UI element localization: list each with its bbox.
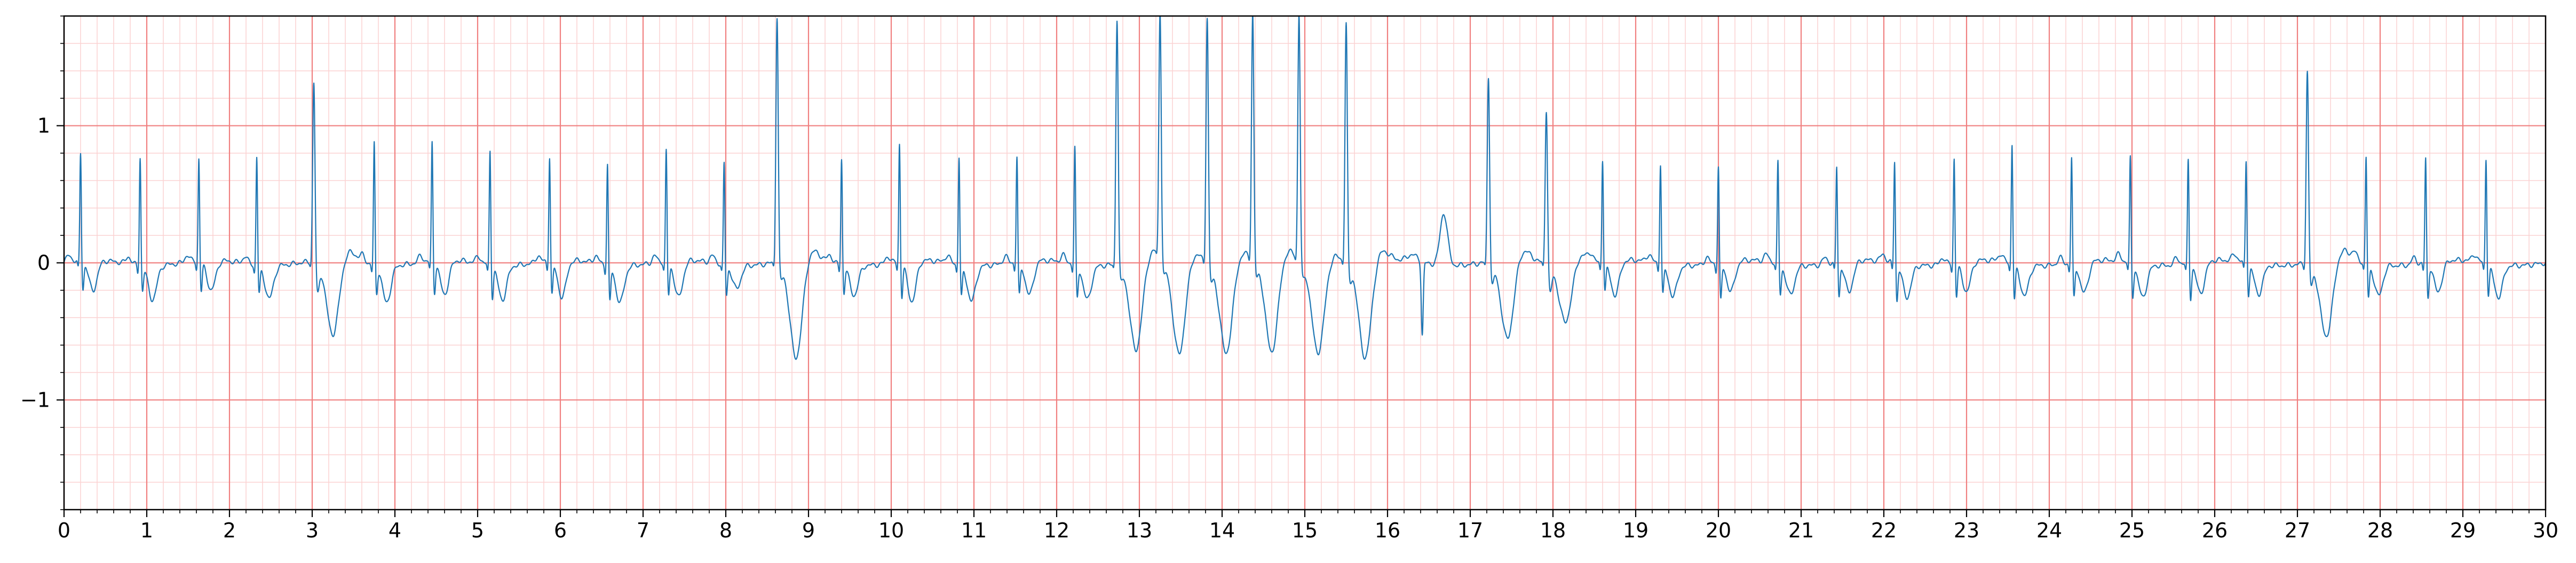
y-tick-label: −1 [20,388,50,411]
x-tick-label: 19 [1623,519,1648,542]
x-tick-label: 0 [58,519,70,542]
x-tick-label: 7 [637,519,649,542]
x-tick-label: 20 [1706,519,1731,542]
x-tick-label: 3 [306,519,319,542]
x-tick-label: 6 [554,519,567,542]
x-tick-label: 26 [2202,519,2228,542]
x-tick-label: 8 [719,519,732,542]
x-tick-label: 17 [1457,519,1483,542]
x-tick-label: 4 [389,519,401,542]
x-tick-label: 2 [223,519,236,542]
x-tick-label: 5 [471,519,484,542]
x-tick-label: 13 [1127,519,1152,542]
y-axis: −1 0 1 [20,15,64,510]
x-tick-label: 12 [1044,519,1069,542]
x-tick-label: 10 [878,519,904,542]
x-tick-label: 15 [1292,519,1318,542]
x-tick-label: 25 [2119,519,2145,542]
x-tick-label: 27 [2285,519,2310,542]
x-tick-label: 9 [802,519,815,542]
x-tick-label: 18 [1540,519,1566,542]
x-tick-label: 23 [1954,519,1979,542]
x-tick-label: 1 [140,519,153,542]
major-grid [63,16,2547,510]
x-tick-label: 14 [1209,519,1235,542]
x-tick-label: 22 [1871,519,1897,542]
y-tick-label: 0 [37,251,50,275]
y-tick-label: 1 [37,114,50,138]
x-tick-label: 16 [1375,519,1400,542]
x-tick-label: 24 [2036,519,2062,542]
x-axis: 0 1 2 3 4 5 6 7 8 9 10 11 12 13 14 15 16 17 18 19 20 21 22 23 24… [58,510,2558,542]
x-tick-label: 30 [2533,519,2558,542]
x-tick-label: 28 [2367,519,2393,542]
x-tick-label: 11 [961,519,987,542]
ecg-trace-line [63,15,2546,360]
x-tick-label: 29 [2450,519,2476,542]
x-tick-label: 21 [1788,519,1814,542]
